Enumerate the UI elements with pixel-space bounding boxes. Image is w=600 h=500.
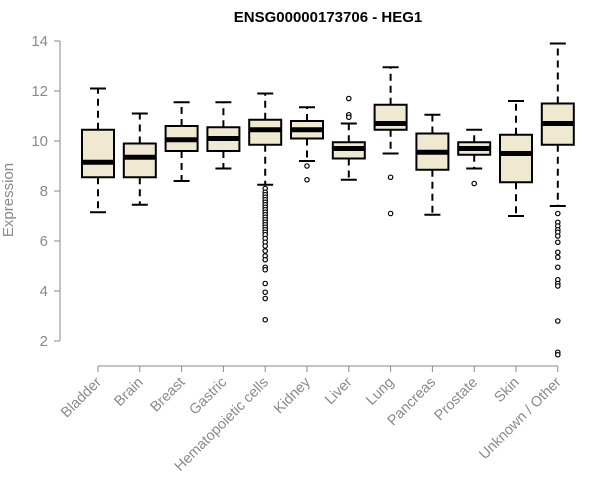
y-tick-label: 4 (40, 283, 48, 300)
outlier-point (471, 180, 478, 187)
box-group (540, 42, 575, 358)
box-group (415, 113, 450, 216)
x-tick-label: Bladder (58, 374, 105, 421)
outlier-point (262, 289, 269, 296)
chart-title: ENSG00000173706 - HEG1 (234, 9, 422, 26)
outlier-point (262, 248, 269, 254)
box-group (457, 128, 492, 187)
outlier-point (554, 283, 561, 289)
outlier-point (554, 318, 561, 324)
box-group (290, 106, 324, 183)
outlier-point (304, 163, 310, 169)
outlier-point (262, 256, 269, 263)
outlier-point (345, 114, 352, 121)
y-tick-label: 8 (40, 183, 48, 200)
box-group (499, 100, 533, 217)
outlier-point (387, 210, 394, 217)
x-tick-label: Brain (111, 375, 146, 410)
x-tick-label: Kidney (271, 374, 314, 417)
y-tick-label: 14 (31, 33, 48, 50)
outlier-point (262, 295, 269, 302)
y-tick-label: 6 (40, 233, 48, 250)
box-group (373, 66, 408, 217)
outlier-point (554, 254, 561, 261)
box-iqr (499, 133, 533, 184)
x-tick-label: Breast (147, 375, 188, 416)
boxes (81, 42, 575, 358)
outlier-point (345, 95, 352, 102)
outlier-point (554, 351, 561, 358)
box-group (122, 112, 157, 206)
outlier-point (262, 266, 269, 273)
y-axis: 2 4 6 8 10 12 14 (31, 33, 61, 350)
box-group (206, 101, 241, 170)
x-tick-label: Lung (363, 375, 397, 409)
outlier-point (554, 264, 561, 271)
outlier-point (554, 239, 561, 246)
x-tick-label: Prostate (432, 375, 481, 424)
y-tick-label: 10 (31, 133, 48, 150)
y-tick-label: 12 (31, 83, 48, 100)
outlier-point (554, 210, 561, 217)
box-group (248, 92, 283, 323)
outlier-point (304, 176, 310, 183)
box-group (81, 87, 115, 214)
outlier-point (387, 174, 394, 181)
x-tick-label: Skin (492, 375, 523, 406)
outlier-point (262, 243, 269, 249)
outlier-point (554, 249, 561, 256)
outlier-point (554, 233, 561, 239)
outlier-point (262, 316, 269, 323)
x-tick-label: Liver (322, 374, 356, 408)
y-axis-label: Expression (0, 163, 17, 237)
box-iqr (122, 142, 157, 179)
box-group (164, 101, 199, 182)
y-tick-label: 2 (40, 333, 48, 350)
box-group (331, 95, 366, 181)
outlier-point (262, 280, 269, 287)
box-iqr (81, 128, 115, 179)
